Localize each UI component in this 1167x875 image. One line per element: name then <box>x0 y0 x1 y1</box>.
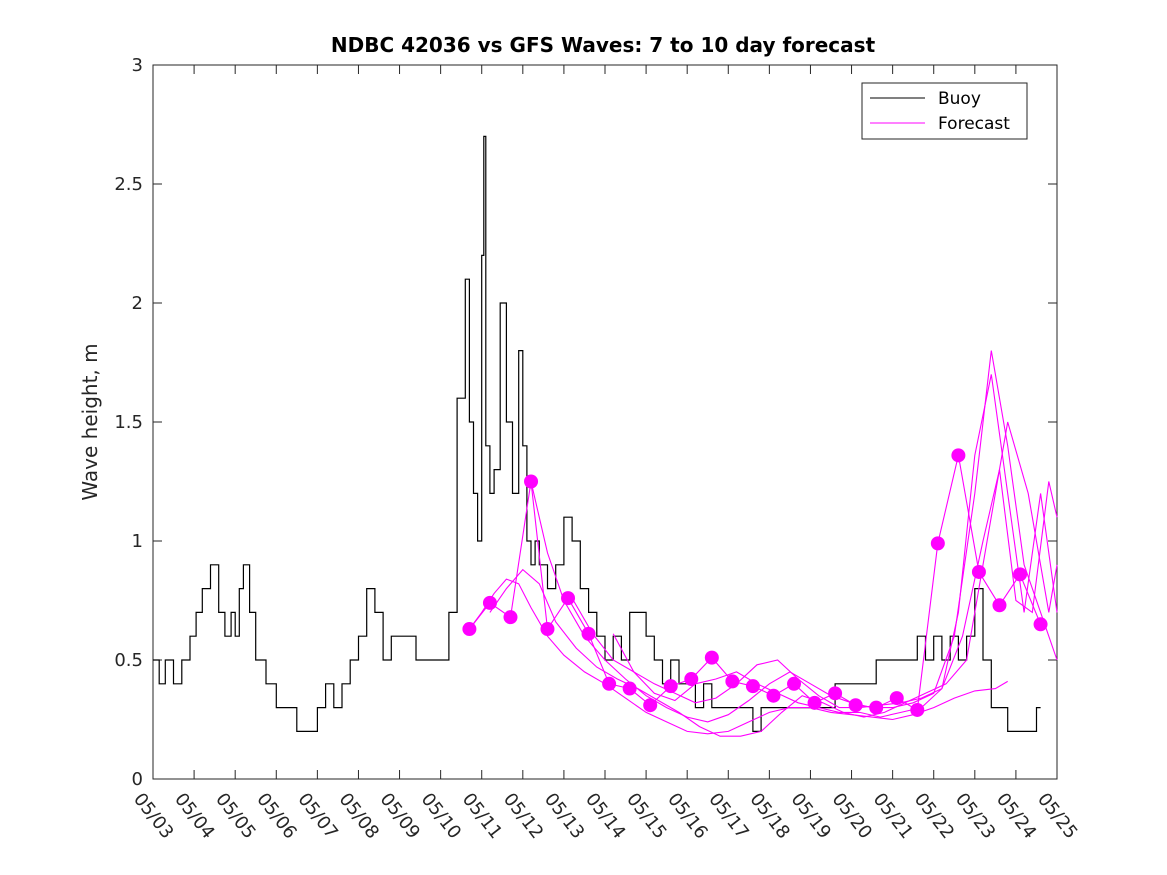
forecast-marker <box>971 564 986 579</box>
forecast-marker <box>482 595 497 610</box>
x-tick-label: 05/16 <box>663 789 711 843</box>
forecast-marker <box>766 688 781 703</box>
buoy-line <box>153 135 1041 732</box>
chart-title: NDBC 42036 vs GFS Waves: 7 to 10 day for… <box>331 33 876 57</box>
x-tick-label: 05/04 <box>170 789 218 843</box>
x-tick-label: 05/22 <box>910 789 958 843</box>
y-tick-label: 2 <box>132 293 143 314</box>
forecast-line <box>571 374 1058 709</box>
x-tick-label: 05/25 <box>1033 789 1081 843</box>
y-axis-title: Wave height, m <box>78 343 102 500</box>
forecast-line <box>468 455 1042 711</box>
x-tick-label: 05/17 <box>704 789 752 843</box>
forecast-marker <box>602 676 617 691</box>
legend: Buoy Forecast <box>861 82 1028 140</box>
x-tick-label: 05/15 <box>622 789 670 843</box>
forecast-marker <box>745 679 760 694</box>
plot-area: 00.511.522.5305/0305/0405/0505/0605/0705… <box>114 55 1081 843</box>
forecast-line <box>612 469 1058 718</box>
legend-box <box>861 82 1028 140</box>
forecast-marker <box>1013 567 1028 582</box>
x-tick-label: 05/03 <box>129 789 177 843</box>
forecast-marker <box>663 679 678 694</box>
x-tick-label: 05/20 <box>828 789 876 843</box>
x-tick-label: 05/08 <box>335 789 383 843</box>
forecast-marker <box>684 672 699 687</box>
forecast-marker <box>462 622 477 637</box>
forecast-marker <box>561 591 576 606</box>
forecast-marker <box>725 674 740 689</box>
forecast-marker <box>704 650 719 665</box>
forecast-marker <box>889 691 904 706</box>
forecast-marker <box>828 686 843 701</box>
x-tick-label: 05/23 <box>951 789 999 843</box>
y-tick-label: 0 <box>132 769 143 790</box>
x-tick-label: 05/07 <box>293 789 341 843</box>
x-tick-label: 05/05 <box>211 789 259 843</box>
forecast-marker <box>643 698 658 713</box>
forecast-marker <box>622 681 637 696</box>
forecast-line <box>489 421 1058 737</box>
x-tick-label: 05/12 <box>499 789 547 843</box>
y-tick-label: 3 <box>132 55 143 76</box>
x-tick-label: 05/14 <box>581 789 629 843</box>
x-tick-label: 05/13 <box>540 789 588 843</box>
forecast-marker <box>1033 617 1048 632</box>
legend-forecast-label: Forecast <box>938 114 1010 134</box>
legend-buoy-label: Buoy <box>938 89 981 109</box>
forecast-marker <box>848 698 863 713</box>
y-tick-label: 1.5 <box>114 412 143 433</box>
y-tick-label: 0.5 <box>114 650 143 671</box>
forecast-marker <box>869 700 884 715</box>
forecast-marker <box>951 448 966 463</box>
forecast-marker <box>992 598 1007 613</box>
forecast-marker <box>787 676 802 691</box>
forecast-marker <box>540 622 555 637</box>
x-tick-label: 05/18 <box>745 789 793 843</box>
x-tick-label: 05/09 <box>376 789 424 843</box>
forecast-line <box>468 578 1008 735</box>
forecast-marker <box>581 626 596 641</box>
x-tick-label: 05/24 <box>992 789 1040 843</box>
y-tick-label: 1 <box>132 531 143 552</box>
x-tick-label: 05/06 <box>252 789 300 843</box>
x-tick-label: 05/11 <box>458 789 506 843</box>
forecast-marker <box>524 474 539 489</box>
forecast-marker <box>807 695 822 710</box>
forecast-marker <box>930 536 945 551</box>
forecast-marker <box>503 610 518 625</box>
x-tick-label: 05/10 <box>417 789 465 843</box>
x-tick-label: 05/19 <box>787 789 835 843</box>
x-tick-label: 05/21 <box>869 789 917 843</box>
y-tick-label: 2.5 <box>114 174 143 195</box>
forecast-marker <box>910 702 925 717</box>
forecast-line <box>530 350 1058 723</box>
